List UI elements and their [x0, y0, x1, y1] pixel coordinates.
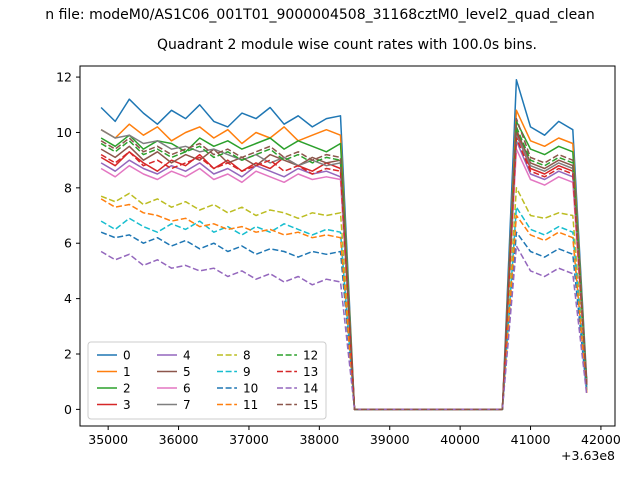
x-tick-label: 37000 — [229, 432, 269, 447]
x-tick-label: 42000 — [581, 432, 621, 447]
x-tick-label: 41000 — [511, 432, 551, 447]
legend-label-12: 12 — [303, 349, 318, 363]
legend-label-8: 8 — [243, 349, 251, 363]
legend-label-10: 10 — [243, 382, 258, 396]
legend-label-3: 3 — [123, 398, 131, 412]
legend-label-15: 15 — [303, 398, 318, 412]
axes-spines — [79, 65, 616, 427]
legend-label-5: 5 — [183, 365, 191, 379]
y-tick-label: 2 — [64, 347, 72, 362]
legend-label-0: 0 — [123, 349, 131, 363]
x-axis-offset-label: +3.63e8 — [561, 448, 615, 463]
legend-frame — [87, 341, 327, 420]
series-line-15 — [100, 117, 588, 411]
legend-label-4: 4 — [183, 349, 191, 363]
y-tick-label: 0 — [64, 402, 72, 417]
x-tick-label: 39000 — [370, 432, 410, 447]
series-line-13 — [100, 137, 588, 411]
legend-label-1: 1 — [123, 365, 131, 379]
legend-label-13: 13 — [303, 365, 318, 379]
legend-label-2: 2 — [123, 382, 131, 396]
x-tick-label: 36000 — [159, 432, 199, 447]
x-tick-label: 35000 — [88, 432, 128, 447]
series-line-14 — [100, 245, 588, 411]
x-tick-label: 38000 — [299, 432, 339, 447]
legend-label-6: 6 — [183, 382, 191, 396]
y-tick-label: 4 — [64, 291, 72, 306]
y-tick-label: 6 — [64, 236, 72, 251]
legend-label-7: 7 — [183, 398, 191, 412]
y-tick-label: 8 — [64, 180, 72, 195]
axes-title: Quadrant 2 module wise count rates with … — [157, 37, 537, 53]
x-tick-label: 40000 — [440, 432, 480, 447]
legend-label-9: 9 — [243, 365, 251, 379]
legend-label-11: 11 — [243, 398, 258, 412]
y-tick-label: 12 — [56, 70, 72, 85]
y-tick-label: 10 — [56, 125, 72, 140]
legend-label-14: 14 — [303, 382, 318, 396]
figure-suptitle: n file: modeM0/AS1C06_001T01_9000004508_… — [45, 7, 595, 23]
